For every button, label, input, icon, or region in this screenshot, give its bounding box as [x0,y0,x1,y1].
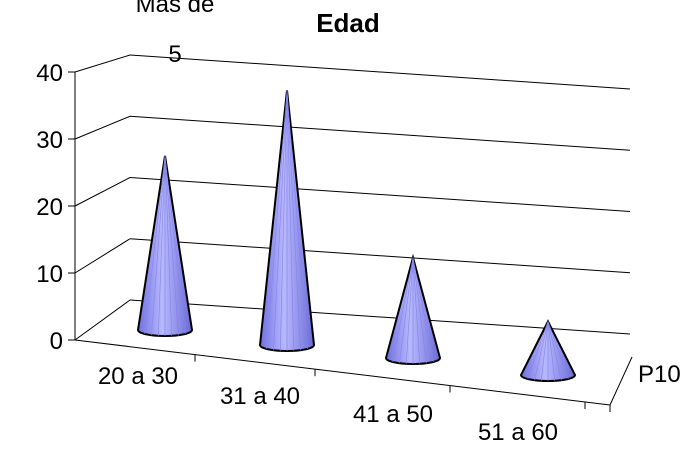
y-tick-label: 10 [36,261,63,288]
cone-facet [547,321,562,381]
y-tick-label: 0 [50,328,63,355]
legend-label-line2: 5 [168,41,181,68]
cone-facet [286,90,308,349]
gridline-side [74,238,131,274]
cone-facet [164,155,173,336]
cone-facet [547,321,569,380]
x-tick-label: 41 a 50 [353,401,433,428]
gridline-side [74,115,131,140]
cone-facet [392,257,414,363]
legend-label-line1: Mas de [136,0,215,18]
y-tick-label: 20 [36,194,63,221]
cone-facet [405,257,414,364]
gridline [129,299,631,335]
cone-facet [279,90,288,351]
cone-facet [164,155,186,335]
cones [136,90,577,382]
gridline-side [74,299,131,341]
cone-facet [286,90,295,351]
gridline-side [74,177,131,207]
floor-right-edge [609,356,633,406]
cone-facet [157,155,166,336]
cone-facet [412,257,421,364]
x-tick-label: 20 a 30 [98,363,178,390]
y-tick-label: 40 [36,60,63,87]
x-axis [74,339,611,406]
gridlines [74,54,631,341]
series-axis-label: P10 [638,361,681,388]
cone-4 [519,319,577,382]
cone-facet [286,90,301,351]
cone-facet [266,90,288,349]
cone-facet [412,257,434,363]
x-tick-label: 51 a 60 [478,419,558,446]
gridline [129,238,631,274]
cone-facet [273,90,288,351]
cone-facet [547,321,556,381]
cone-facet [527,321,549,380]
cone-facet [412,257,427,364]
cone-2 [258,90,316,352]
axes [68,71,633,412]
axis-labels: 0 10 20 30 40 20 a 30 31 a 40 41 a 50 51 a 60 [36,60,558,446]
cone-facet [399,257,414,364]
chart-title: Edad [316,8,380,38]
gridline [129,54,631,90]
y-tick-label: 30 [36,127,63,154]
cone-facet [164,155,179,336]
x-tick-label: 31 a 40 [220,383,300,410]
cone-facet [151,155,166,336]
cone-1 [136,155,194,337]
cone-facet [144,155,166,335]
cone-3 [384,253,442,365]
cone-facet [540,321,549,381]
gridline-side [74,54,131,73]
cone-facet [534,321,549,381]
gridline [129,115,631,151]
gridline [129,177,631,212]
